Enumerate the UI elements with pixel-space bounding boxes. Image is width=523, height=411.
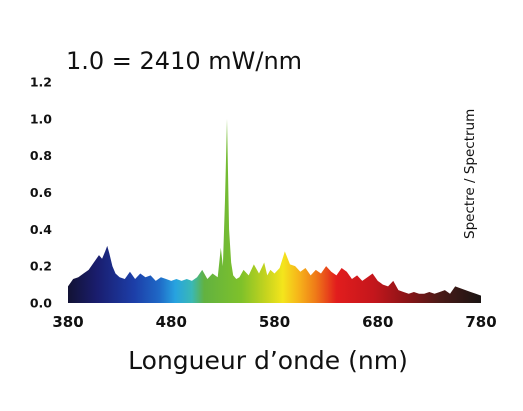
spectrum-area	[68, 118, 481, 303]
x-tick-label: 580	[259, 313, 290, 331]
y-tick-label: 1.0	[30, 111, 52, 126]
y-tick-label: 1.2	[30, 75, 52, 90]
x-tick-label: 680	[362, 313, 393, 331]
x-tick-label: 780	[465, 313, 496, 331]
side-label: Spectre / Spectrum	[462, 109, 478, 239]
y-tick-label: 0.0	[30, 296, 52, 311]
x-axis-ticks: 380 480 580 680 780	[52, 313, 496, 331]
y-tick-label: 0.4	[30, 222, 52, 237]
y-tick-label: 0.2	[30, 259, 52, 274]
y-axis-ticks: 0.0 0.2 0.4 0.6 0.8 1.0 1.2	[30, 75, 52, 311]
x-tick-label: 480	[156, 313, 187, 331]
x-tick-label: 380	[52, 313, 83, 331]
x-axis-label: Longueur d’onde (nm)	[128, 346, 408, 375]
y-tick-label: 0.6	[30, 185, 52, 200]
chart-title: 1.0 = 2410 mW/nm	[66, 47, 302, 75]
y-tick-label: 0.8	[30, 148, 52, 163]
